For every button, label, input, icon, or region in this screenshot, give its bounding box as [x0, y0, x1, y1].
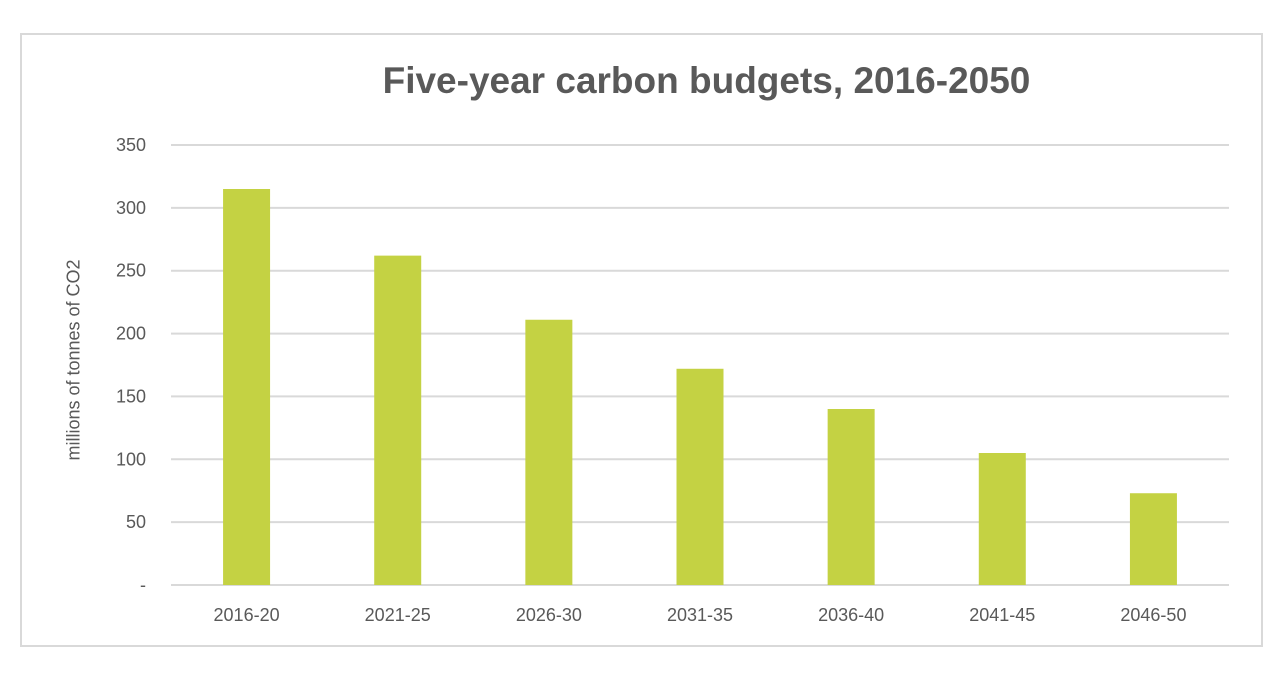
bar: [676, 368, 724, 585]
x-tick-label: 2016-20: [214, 605, 280, 625]
bar: [374, 255, 422, 585]
y-tick-label: 100: [116, 449, 146, 469]
x-axis-ticks: 2016-20 2021-25 2026-30 2031-35 2036-40 2041-…: [214, 605, 1187, 625]
y-tick-label: 200: [116, 324, 146, 344]
y-tick-label: 250: [116, 261, 146, 281]
x-tick-label: 2026-30: [516, 605, 582, 625]
x-tick-label: 2036-40: [818, 605, 884, 625]
y-tick-label: 50: [126, 512, 146, 532]
bars: [223, 189, 1177, 585]
x-tick-label: 2021-25: [365, 605, 431, 625]
bar: [827, 409, 875, 585]
y-tick-label: 350: [116, 135, 146, 155]
x-tick-label: 2031-35: [667, 605, 733, 625]
y-tick-label: 150: [116, 386, 146, 406]
x-tick-label: 2046-50: [1120, 605, 1186, 625]
y-tick-label: -: [140, 575, 146, 595]
y-axis-ticks: - 50 100 150 200 250 300 350: [116, 135, 146, 595]
chart-title: Five-year carbon budgets, 2016-2050: [382, 60, 1031, 101]
y-tick-label: 300: [116, 198, 146, 218]
bar: [525, 319, 573, 585]
bar: [223, 189, 271, 585]
bar: [978, 453, 1026, 585]
bar: [1129, 493, 1177, 585]
x-tick-label: 2041-45: [969, 605, 1035, 625]
